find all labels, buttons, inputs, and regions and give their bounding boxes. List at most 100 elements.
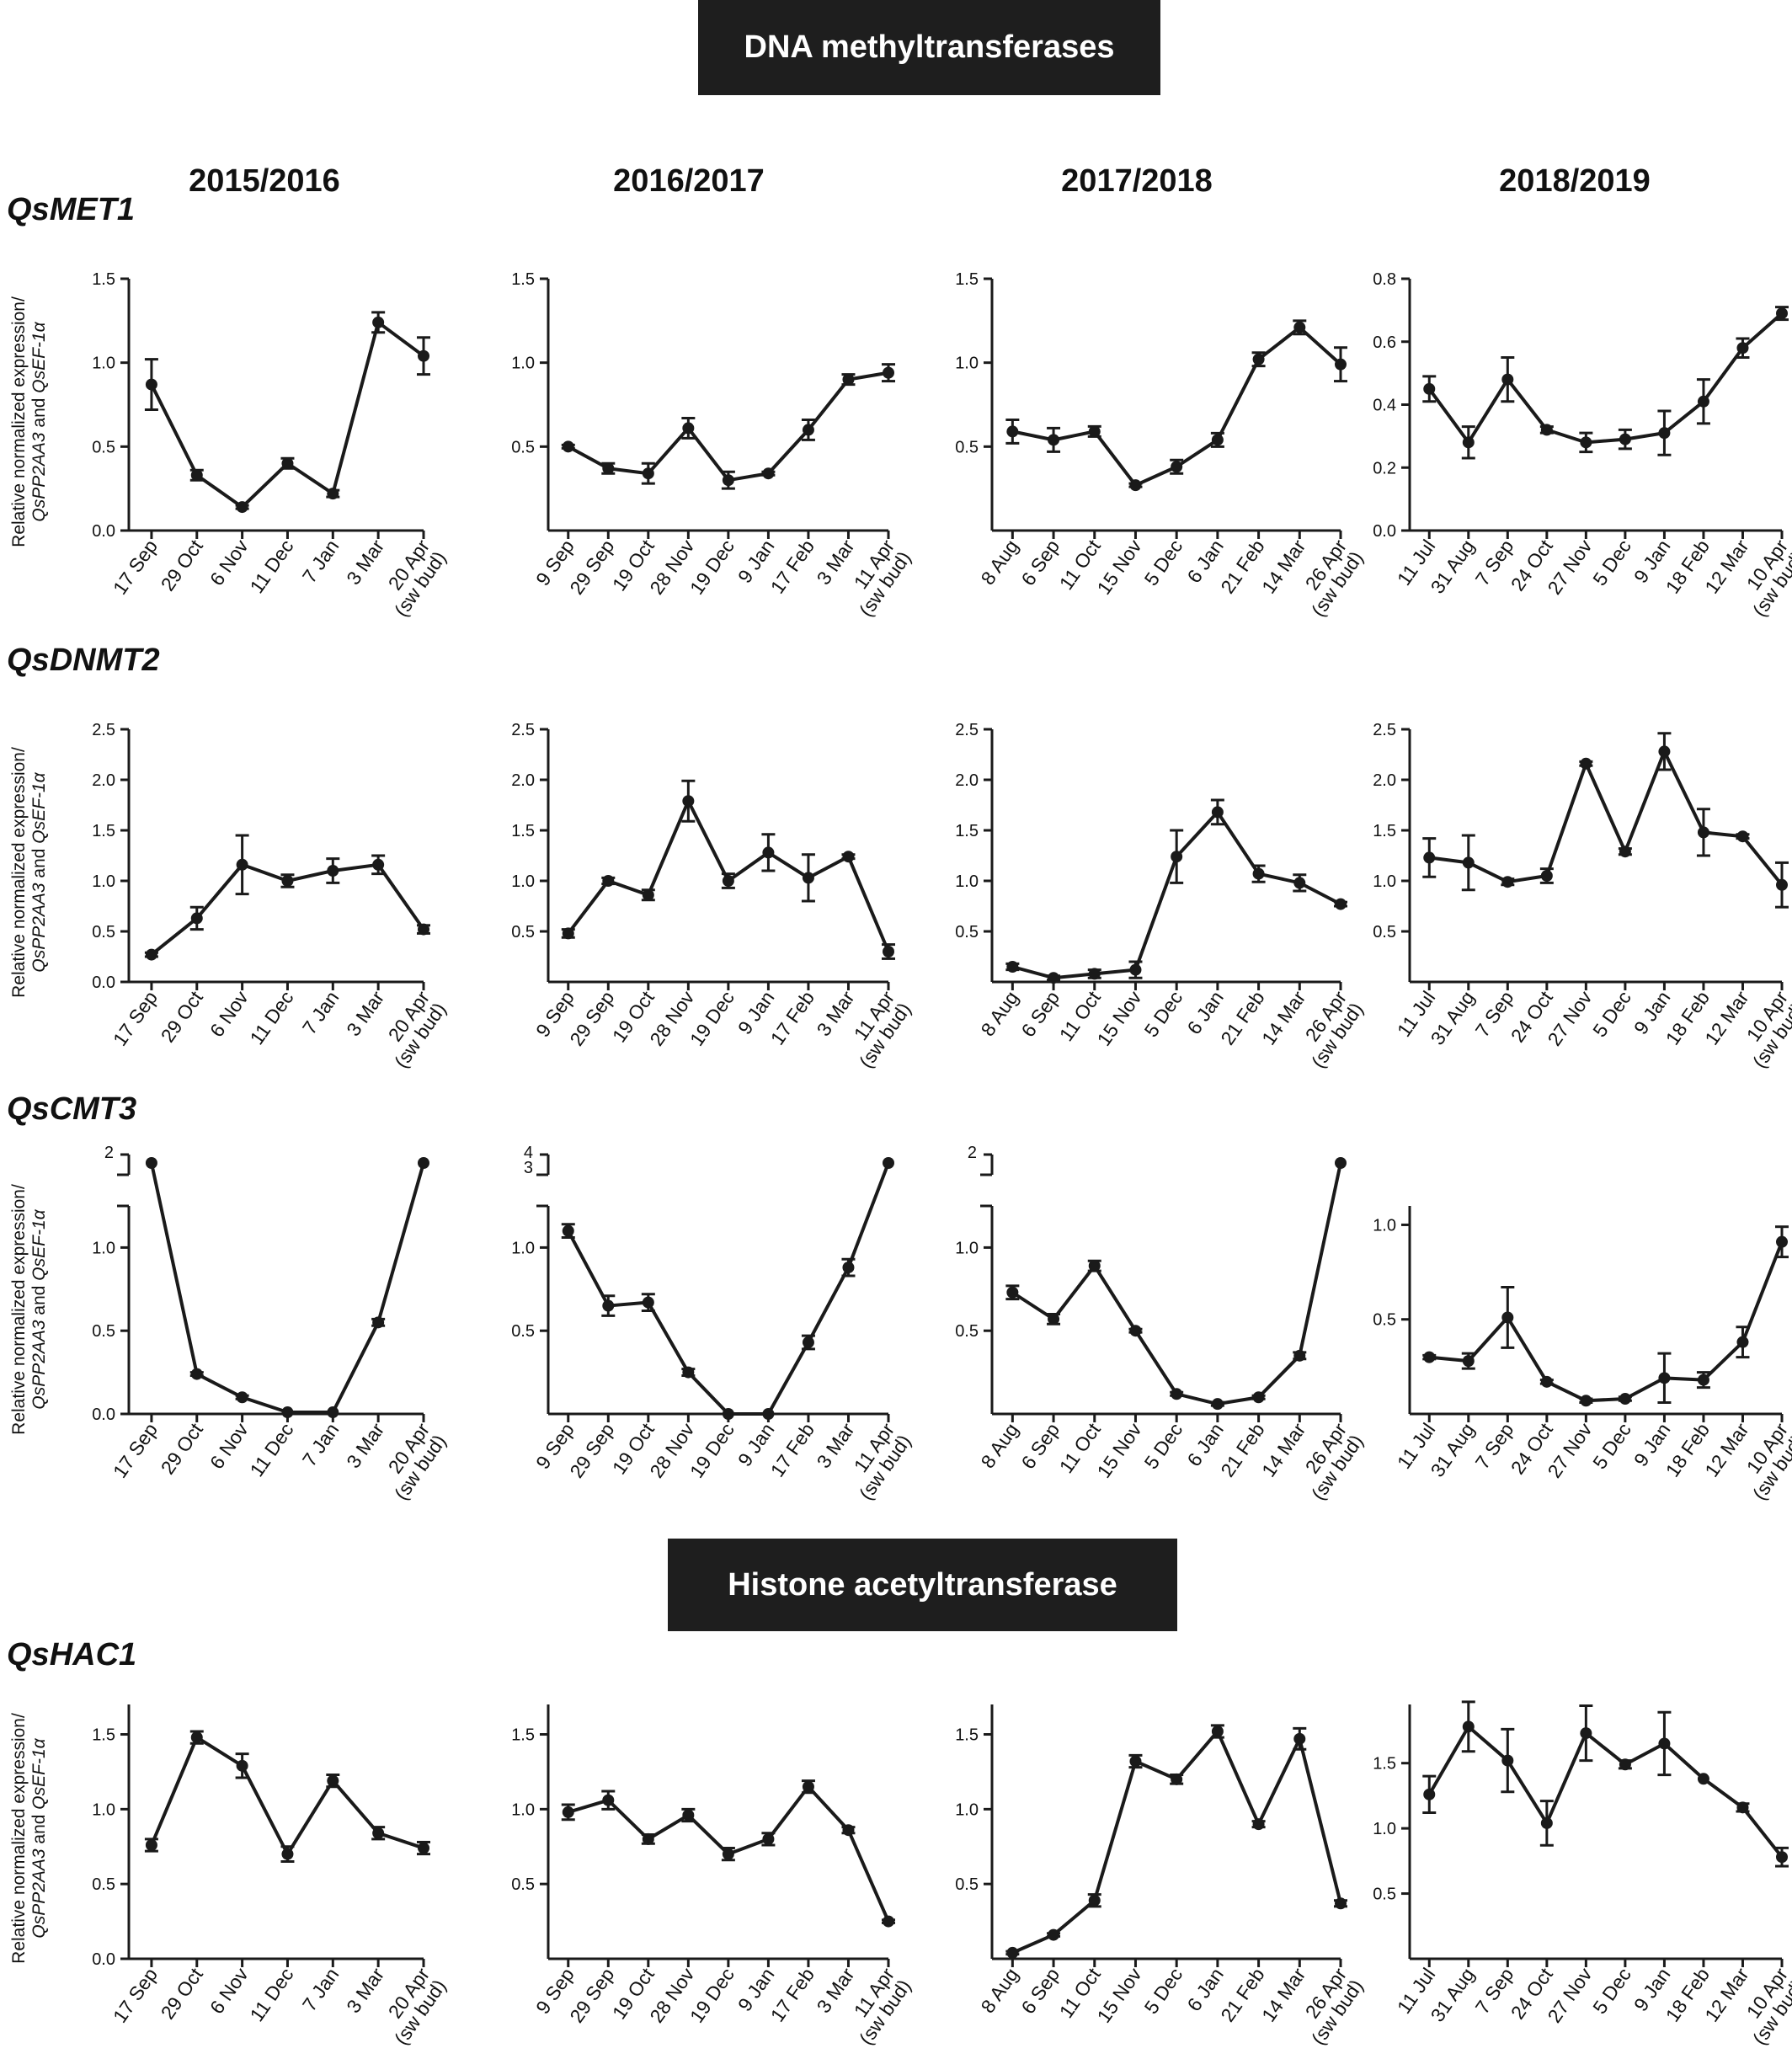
data-point xyxy=(1658,427,1671,440)
y-tick-label: 1.0 xyxy=(511,872,535,891)
y-tick-label: 0.4 xyxy=(1373,397,1396,415)
data-point xyxy=(281,1406,294,1419)
data-point xyxy=(236,858,248,871)
data-point xyxy=(602,1794,615,1806)
data-point xyxy=(1171,461,1183,473)
data-point xyxy=(642,467,654,480)
data-point xyxy=(1211,1398,1224,1411)
histone-acetyltransferase-banner: Histone acetyltransferase xyxy=(668,1539,1177,1631)
data-point xyxy=(418,1157,429,1169)
data-point xyxy=(145,1838,157,1851)
data-point xyxy=(1129,1755,1142,1768)
data-point xyxy=(1697,395,1709,408)
data-point xyxy=(190,912,203,925)
data-point xyxy=(1619,433,1631,445)
y-tick-label: 1.0 xyxy=(92,872,115,891)
data-point xyxy=(682,422,695,435)
data-point xyxy=(1048,1928,1060,1941)
data-point xyxy=(1658,745,1671,758)
data-point xyxy=(145,948,157,961)
y-tick-label: 2.0 xyxy=(955,771,979,790)
data-point xyxy=(1619,845,1631,858)
series-line xyxy=(1429,749,1784,887)
data-point xyxy=(1293,1732,1306,1745)
gene-label-qsmet1: QsMET1 xyxy=(7,192,136,227)
y-tick-label: 0.5 xyxy=(92,923,115,941)
y-tick-label: 1.0 xyxy=(955,872,979,891)
y-tick-label: 1.5 xyxy=(955,270,979,289)
data-point xyxy=(602,875,615,887)
data-point xyxy=(642,1296,654,1309)
data-point xyxy=(1335,358,1347,371)
data-point xyxy=(418,1842,429,1854)
data-point xyxy=(1462,1355,1475,1368)
y-tick-label: 1.5 xyxy=(1373,822,1396,840)
data-point xyxy=(1580,1395,1592,1407)
data-point xyxy=(682,1366,695,1379)
data-point xyxy=(327,865,339,877)
data-point xyxy=(236,1759,248,1772)
y-tick-label: 0.0 xyxy=(1373,522,1396,541)
data-point xyxy=(1776,1235,1788,1248)
data-point xyxy=(602,462,615,475)
y-tick-label: 1.0 xyxy=(92,1239,115,1257)
y-tick-label: 0.5 xyxy=(1373,1886,1396,1904)
y-tick-label-upper: 2 xyxy=(104,1144,114,1162)
y-tick-label: 2.5 xyxy=(511,721,535,739)
data-point xyxy=(327,488,339,500)
data-point xyxy=(1129,479,1142,492)
data-point xyxy=(1501,1754,1514,1767)
series-line xyxy=(1429,1240,1784,1403)
y-tick-label: 1.5 xyxy=(955,1726,979,1745)
data-point xyxy=(1540,424,1553,436)
data-point xyxy=(1335,1897,1347,1910)
y-tick-label: 2.0 xyxy=(511,771,535,790)
data-point xyxy=(1423,851,1436,864)
data-point xyxy=(1580,757,1592,770)
data-point xyxy=(1293,877,1306,889)
y-tick-label: 2.0 xyxy=(92,771,115,790)
data-point xyxy=(418,349,429,362)
data-point xyxy=(1697,826,1709,839)
season-title-2017-2018: 2017/2018 xyxy=(1061,163,1213,199)
series-line xyxy=(1427,1725,1784,1859)
x-tick-label: 26 Apr(sw bud) xyxy=(1290,987,1368,1072)
y-tick-label: 2.0 xyxy=(1373,771,1396,790)
y-tick-label: 2.5 xyxy=(955,721,979,739)
data-point xyxy=(1006,961,1019,973)
data-point xyxy=(1335,898,1347,910)
data-point xyxy=(1006,425,1019,438)
data-point xyxy=(1658,1372,1671,1384)
data-point xyxy=(1736,342,1749,355)
data-point xyxy=(236,501,248,514)
data-point xyxy=(372,316,385,328)
y-tick-label: 0.5 xyxy=(511,1322,535,1341)
y-tick-label: 1.5 xyxy=(511,822,535,840)
data-point xyxy=(562,1224,574,1237)
data-point xyxy=(722,474,734,487)
y-tick-label: 0.0 xyxy=(92,522,115,541)
y-tick-label: 0.5 xyxy=(511,438,535,456)
data-point xyxy=(1501,373,1514,386)
y-tick-label: 1.0 xyxy=(955,1800,979,1819)
data-point xyxy=(602,1299,615,1312)
data-point xyxy=(1540,1816,1553,1829)
data-point xyxy=(1006,1286,1019,1299)
y-tick-label: 0.8 xyxy=(1373,270,1396,289)
data-point xyxy=(372,1827,385,1839)
data-point xyxy=(1088,1894,1101,1907)
y-tick-label: 1.5 xyxy=(511,270,535,289)
y-tick-label: 0.6 xyxy=(1373,333,1396,352)
y-tick-label: 0.5 xyxy=(511,923,535,941)
data-point xyxy=(1776,878,1788,891)
data-point xyxy=(1129,1325,1142,1337)
data-point xyxy=(1211,806,1224,819)
data-point xyxy=(1736,830,1749,843)
y-tick-label: 0.0 xyxy=(92,973,115,992)
